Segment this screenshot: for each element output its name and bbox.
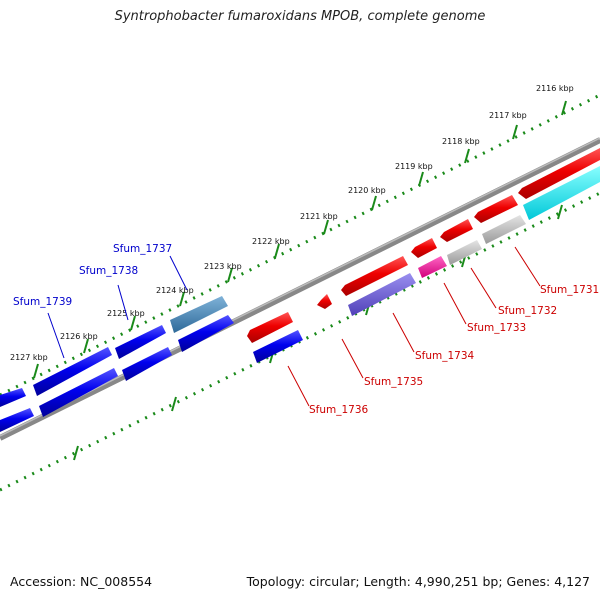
scale-label: 2116 kbp xyxy=(536,84,574,93)
gene-label[interactable]: Sfum_1735 xyxy=(364,376,423,388)
gene-label[interactable]: Sfum_1739 xyxy=(13,296,72,308)
accession-text: Accession: NC_008554 xyxy=(10,574,153,589)
gene-arrow[interactable] xyxy=(317,294,332,309)
gene-arrow[interactable] xyxy=(247,312,293,343)
genome-summary-text: Topology: circular; Length: 4,990,251 bp… xyxy=(246,574,590,589)
scale-label: 2124 kbp xyxy=(156,286,194,295)
scale-label: 2120 kbp xyxy=(348,186,386,195)
gene-arrow[interactable] xyxy=(39,368,118,417)
scale-label: 2121 kbp xyxy=(300,212,338,221)
gene-label[interactable]: Sfum_1738 xyxy=(79,265,138,277)
gene-arrow[interactable] xyxy=(170,296,228,333)
gene-arrow[interactable] xyxy=(341,256,408,296)
gene-arrow[interactable] xyxy=(33,347,112,396)
map-title: Syntrophobacter fumaroxidans MPOB, compl… xyxy=(114,9,486,24)
gene-arrow[interactable] xyxy=(474,195,518,223)
gene-arrow[interactable] xyxy=(418,256,447,278)
reverse-genes xyxy=(247,148,600,363)
gene-arrow[interactable] xyxy=(518,148,600,199)
gene-label[interactable]: Sfum_1732 xyxy=(498,305,557,317)
scale-label: 2122 kbp xyxy=(252,237,290,246)
gene-labels: Sfum_1737 Sfum_1738 Sfum_1739 Sfum_1731 … xyxy=(13,243,599,416)
gene-arrow[interactable] xyxy=(523,166,600,220)
gene-arrow[interactable] xyxy=(447,240,482,265)
gene-label[interactable]: Sfum_1731 xyxy=(540,284,599,296)
gene-label[interactable]: Sfum_1733 xyxy=(467,322,526,334)
gene-arrow[interactable] xyxy=(0,408,34,432)
gene-label[interactable]: Sfum_1736 xyxy=(309,404,369,416)
scale-ticks xyxy=(33,100,567,379)
gene-arrow[interactable] xyxy=(0,388,26,407)
scale-label: 2123 kbp xyxy=(204,262,242,271)
scale-label: 2119 kbp xyxy=(395,162,433,171)
leader-lines xyxy=(47,246,541,407)
scale-label: 2126 kbp xyxy=(60,332,98,341)
genome-backbone xyxy=(0,137,600,441)
gene-arrow[interactable] xyxy=(482,215,526,244)
gene-arrow[interactable] xyxy=(178,315,234,352)
gene-arrow[interactable] xyxy=(348,273,416,316)
scale-label: 2117 kbp xyxy=(489,111,527,120)
gene-label[interactable]: Sfum_1734 xyxy=(415,350,475,362)
scale-labels: 2116 kbp 2117 kbp 2118 kbp 2119 kbp 2120… xyxy=(10,84,574,362)
gene-arrow[interactable] xyxy=(411,238,437,258)
scale-label: 2127 kbp xyxy=(10,353,48,362)
gene-arrow[interactable] xyxy=(122,347,172,381)
scale-label: 2118 kbp xyxy=(442,137,480,146)
scale-dotted-line xyxy=(0,93,600,397)
gene-arrow[interactable] xyxy=(115,325,166,359)
gene-arrow[interactable] xyxy=(440,219,473,242)
genome-backbone-highlight xyxy=(0,137,600,437)
gene-label[interactable]: Sfum_1737 xyxy=(113,243,172,255)
forward-genes xyxy=(0,296,234,432)
gene-arrow[interactable] xyxy=(253,330,303,363)
